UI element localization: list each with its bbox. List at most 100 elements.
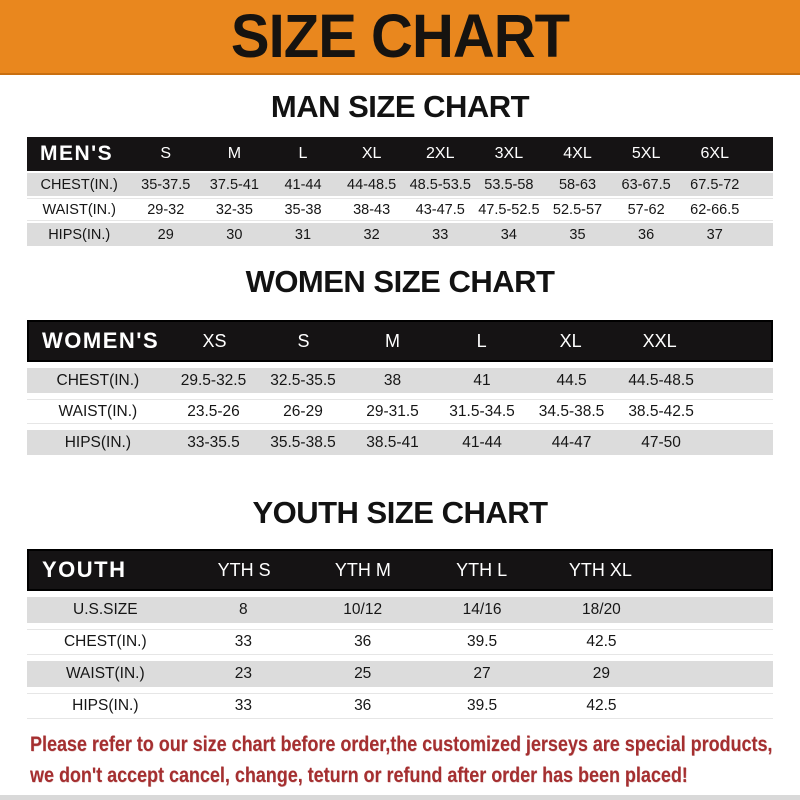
size-value-cell: 27	[473, 665, 491, 682]
row-label: CHEST(IN.)	[56, 371, 140, 389]
size-value-cell: 30	[226, 226, 243, 243]
size-column-header: 6XL	[700, 145, 729, 162]
size-value-cell: 32.5-35.5	[270, 371, 336, 389]
size-value-cell: 41-44	[462, 433, 502, 451]
size-column-header: S	[160, 145, 172, 162]
size-value-cell: 53.5-58	[484, 176, 534, 193]
man-size-chart-heading: MAN SIZE CHART	[270, 89, 530, 124]
size-chart-banner: SIZE CHART	[0, 0, 800, 75]
size-value-cell: 63-67.5	[621, 176, 671, 193]
table-row: CHEST(IN.) 35-37.5 37.5-41 41-44 44-48.5 48.5…	[27, 173, 773, 196]
table-header-bar: WOMEN'S XS S M L XL XXL	[27, 320, 773, 362]
row-label: HIPS(IN.)	[64, 433, 132, 451]
disclaimer: Please refer to our size chart before or…	[30, 729, 773, 791]
size-value-cell: 29-31.5	[366, 402, 419, 420]
table-row: U.S.SIZE 8 10/12 14/16 18/20	[27, 597, 773, 623]
table-row: HIPS(IN.) 33-35.5 35.5-38.5 38.5-41 41-44 44-…	[27, 430, 773, 455]
size-value-cell: 36	[354, 633, 372, 650]
women-size-chart-heading: WOMEN SIZE CHART	[245, 264, 555, 299]
size-value-cell: 34	[500, 226, 517, 243]
size-value-cell: 29.5-32.5	[180, 371, 247, 389]
size-value-cell: 44.5-48.5	[628, 371, 694, 389]
size-value-cell: 38.5-41	[366, 433, 419, 451]
size-value-cell: 37.5-41	[209, 176, 259, 193]
size-column-header: 3XL	[494, 145, 524, 162]
size-value-cell: 38-43	[353, 201, 391, 218]
size-value-cell: 26-29	[283, 402, 323, 420]
size-value-cell: 57-62	[627, 201, 665, 218]
size-value-cell: 36	[354, 697, 372, 714]
youth-size-chart-heading: YOUTH SIZE CHART	[252, 495, 548, 530]
size-column-header: L	[476, 330, 487, 351]
table-row: WAIST(IN.) 29-32 32-35 35-38 38-43 43-47.5 47.…	[27, 198, 773, 221]
table-row: HIPS(IN.) 33 36 39.5 42.5	[27, 693, 773, 719]
size-value-cell: 58-63	[558, 176, 597, 193]
size-column-header: YTH S	[217, 559, 271, 580]
size-value-cell: 8	[239, 601, 248, 618]
disclaimer-line-1: Please refer to our size chart before or…	[30, 733, 773, 756]
row-label: HIPS(IN.)	[48, 226, 111, 243]
womens-size-table: WOMEN'S XS S M L XL XXL CHEST(IN.) 29.5-32.5 32.5…	[27, 320, 773, 455]
size-column-header: L	[298, 145, 308, 162]
size-value-cell: 31.5-34.5	[449, 402, 515, 420]
size-value-cell: 42.5	[586, 633, 617, 650]
size-column-header: S	[297, 330, 310, 351]
row-label: WAIST(IN.)	[66, 665, 145, 682]
size-column-header: XXL	[642, 330, 677, 351]
table-header-label: YOUTH	[42, 557, 127, 582]
disclaimer-line-2: we don't accept cancel, change, teturn o…	[30, 764, 688, 787]
size-value-cell: 35	[569, 226, 586, 243]
size-value-cell: 33	[234, 633, 252, 650]
size-value-cell: 42.5	[586, 697, 617, 714]
row-label: CHEST(IN.)	[63, 633, 147, 650]
row-label: HIPS(IN.)	[72, 697, 139, 714]
size-column-header: XL	[559, 330, 582, 351]
size-value-cell: 32-35	[215, 201, 253, 218]
size-value-cell: 48.5-53.5	[409, 176, 471, 193]
table-header-bar: YOUTH YTH S YTH M YTH L YTH XL	[27, 549, 773, 591]
table-header-bar: MEN'S S M L XL 2XL 3XL 4XL 5XL 6XL	[27, 137, 773, 171]
size-value-cell: 62-66.5	[690, 201, 740, 218]
size-value-cell: 35-38	[284, 201, 322, 218]
size-value-cell: 35-37.5	[141, 176, 191, 193]
row-label: U.S.SIZE	[73, 601, 138, 618]
size-value-cell: 41	[473, 371, 491, 389]
table-header-label: MEN'S	[40, 142, 114, 165]
size-column-header: M	[385, 330, 401, 351]
table-row: HIPS(IN.) 29 30 31 32 33 34 35 36 37	[27, 223, 773, 246]
size-value-cell: 36	[638, 226, 655, 243]
size-value-cell: 35.5-38.5	[270, 433, 336, 451]
size-value-cell: 38.5-42.5	[628, 402, 694, 420]
size-value-cell: 38	[383, 371, 402, 389]
size-value-cell: 33	[234, 697, 252, 714]
size-column-header: YTH XL	[568, 559, 632, 580]
bottom-strip	[0, 795, 800, 800]
size-chart-title: SIZE CHART	[230, 2, 570, 70]
size-value-cell: 37	[706, 226, 723, 243]
row-label: CHEST(IN.)	[40, 176, 118, 193]
size-value-cell: 23	[234, 665, 252, 682]
size-value-cell: 43-47.5	[415, 201, 465, 218]
size-value-cell: 47.5-52.5	[478, 201, 540, 218]
size-column-header: 2XL	[426, 145, 455, 162]
size-value-cell: 34.5-38.5	[538, 402, 605, 420]
size-column-header: 5XL	[631, 145, 661, 162]
size-value-cell: 29	[157, 226, 174, 243]
size-column-header: 4XL	[563, 145, 592, 162]
row-label: WAIST(IN.)	[42, 201, 116, 218]
size-value-cell: 47-50	[641, 433, 681, 451]
size-value-cell: 52.5-57	[552, 201, 603, 218]
youth-size-table: YOUTH YTH S YTH M YTH L YTH XL U.S.SIZE 8 10/12…	[27, 549, 773, 719]
table-header-label: WOMEN'S	[42, 328, 160, 353]
table-row: CHEST(IN.) 33 36 39.5 42.5	[27, 629, 773, 655]
mens-size-table: MEN'S S M L XL 2XL 3XL 4XL 5XL 6XL CHEST(IN.) 35-37…	[27, 137, 773, 246]
size-value-cell: 29-32	[147, 201, 185, 218]
size-column-header: YTH M	[334, 559, 391, 580]
size-column-header: XS	[202, 330, 227, 351]
size-value-cell: 39.5	[466, 697, 498, 714]
size-value-cell: 44-47	[551, 433, 592, 451]
size-value-cell: 23.5-26	[187, 402, 240, 420]
size-value-cell: 31	[294, 226, 312, 243]
table-row: WAIST(IN.) 23 25 27 29	[27, 661, 773, 687]
size-value-cell: 33	[432, 226, 449, 243]
